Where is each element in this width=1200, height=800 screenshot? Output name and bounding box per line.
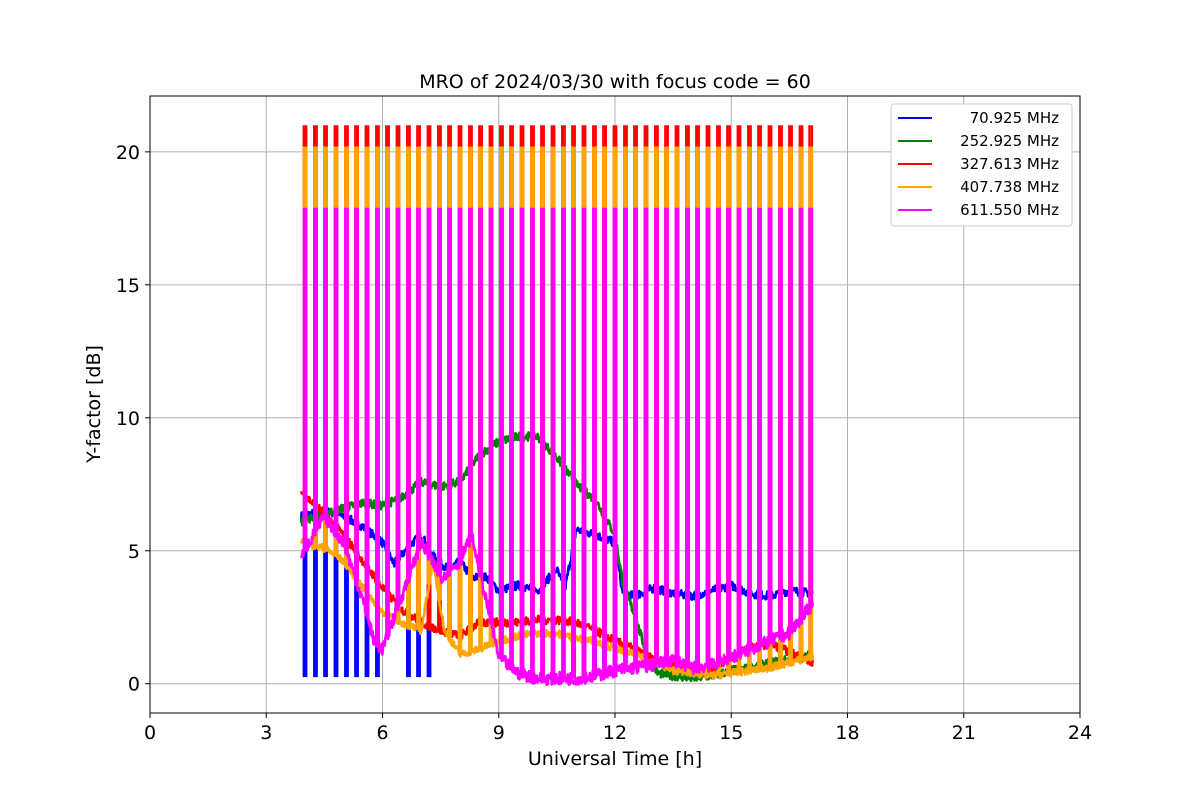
legend-entry: 327.613 MHz: [960, 155, 1059, 173]
x-tick-label: 18: [835, 722, 859, 744]
y-tick-label: 5: [128, 541, 140, 563]
legend-entry: 252.925 MHz: [960, 132, 1059, 150]
y-axis-ticks: 0 5 10 15 20: [116, 142, 150, 696]
plot-area: 0 3 6 9 12 15 18 21 24 0 5 10 15 20: [116, 95, 1092, 744]
y-axis-label: Y-factor [dB]: [83, 345, 105, 464]
y-tick-label: 0: [128, 674, 140, 696]
x-tick-label: 15: [719, 722, 743, 744]
x-axis-label: Universal Time [h]: [528, 748, 702, 770]
legend-entry: 407.738 MHz: [960, 178, 1059, 196]
legend-entry: 611.550 MHz: [960, 201, 1059, 219]
y-tick-label: 20: [116, 142, 140, 164]
x-tick-label: 12: [603, 722, 627, 744]
series-611-550-mhz: [299, 207, 814, 687]
series-layer: [299, 125, 814, 687]
legend: 70.925 MHz 252.925 MHz 327.613 MHz 407.738 …: [890, 103, 1073, 227]
x-tick-label: 9: [493, 722, 505, 744]
chart-title: MRO of 2024/03/30 with focus code = 60: [419, 71, 811, 93]
y-tick-label: 10: [116, 408, 140, 430]
y-tick-label: 15: [116, 275, 140, 297]
x-tick-label: 6: [376, 722, 388, 744]
x-axis-ticks: 0 3 6 9 12 15 18 21 24: [144, 713, 1092, 744]
x-tick-label: 21: [952, 722, 976, 744]
x-tick-label: 24: [1068, 722, 1092, 744]
legend-box: [890, 103, 1073, 227]
x-tick-label: 0: [144, 722, 156, 744]
legend-entry: 70.925 MHz: [970, 109, 1059, 127]
x-tick-label: 3: [260, 722, 272, 744]
